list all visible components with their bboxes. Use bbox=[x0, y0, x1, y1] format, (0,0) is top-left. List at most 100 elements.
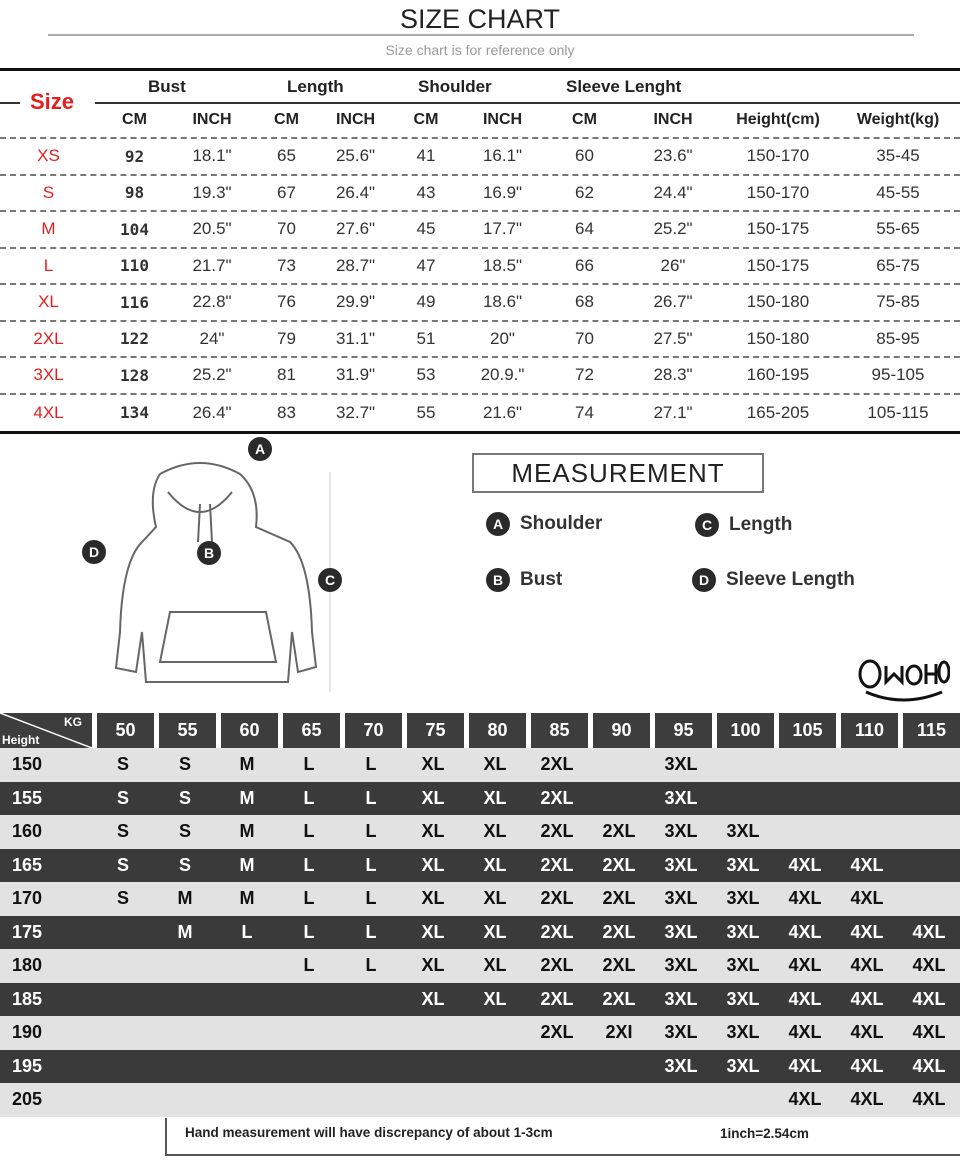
table-cell: 24" bbox=[199, 328, 225, 348]
table-cell: 68 bbox=[575, 292, 594, 312]
table-cell: 21.7" bbox=[192, 255, 232, 275]
table-cell: 83 bbox=[277, 402, 296, 422]
table-cell: 74 bbox=[575, 402, 594, 422]
size-cell: L bbox=[303, 854, 315, 875]
size-cell: 2XL bbox=[540, 854, 574, 875]
table-cell: 76 bbox=[277, 292, 296, 312]
size-cell: M bbox=[239, 821, 255, 842]
column-header: CM bbox=[274, 111, 299, 128]
page-title: SIZE CHART bbox=[399, 4, 561, 34]
weight-header: 65 bbox=[283, 713, 340, 748]
size-label: Size bbox=[30, 89, 75, 114]
height-cell: 180 bbox=[12, 955, 43, 976]
measurement-title: MEASUREMENT bbox=[472, 453, 764, 493]
table-row: 3XL 128 25.2" 81 31.9" 53 20.9." 72 28.3" 160-195… bbox=[0, 358, 960, 395]
table-cell: 21.6" bbox=[482, 402, 523, 422]
table-cell: 72 bbox=[575, 365, 594, 385]
table-cell: 27.1" bbox=[653, 402, 693, 422]
size-cell: 4XL bbox=[912, 921, 946, 942]
size-cell: L bbox=[303, 787, 315, 808]
size-table: Bust Length Shoulder Sleeve Lenght Size … bbox=[0, 68, 960, 434]
size-cell: L bbox=[365, 787, 377, 808]
table-row: S 98 19.3" 67 26.4" 43 16.9" 62 24.4" 150-170 45-5… bbox=[0, 176, 960, 212]
table-cell: 81 bbox=[277, 365, 296, 385]
table-cell: 31.9" bbox=[335, 365, 376, 385]
table-row: L 110 21.7" 73 28.7" 47 18.5" 66 26" 150-175 65-75 bbox=[0, 249, 960, 285]
size-name: S bbox=[42, 182, 55, 202]
marker-a-icon: A bbox=[486, 512, 510, 536]
size-cell: 2XL bbox=[602, 888, 636, 909]
table-cell: 25.6" bbox=[335, 146, 376, 166]
size-cell: 4XL bbox=[850, 988, 884, 1009]
table-cell: 35-45 bbox=[876, 146, 920, 166]
marker-c-icon: C bbox=[318, 568, 342, 592]
table-cell: 31.1" bbox=[335, 328, 376, 348]
size-cell: 4XL bbox=[850, 955, 884, 976]
table-cell: 150-180 bbox=[746, 292, 810, 312]
table-row: 160 S S M L L XL XL 2XL 2XL 3XL 3XL bbox=[0, 815, 960, 849]
divider bbox=[95, 102, 960, 104]
legend-label: Bust bbox=[520, 569, 563, 590]
size-cell: 2XI bbox=[605, 1022, 633, 1043]
size-cell: 3XL bbox=[664, 888, 698, 909]
size-cell: XL bbox=[421, 888, 445, 909]
size-cell: 2XL bbox=[540, 921, 574, 942]
legend-bust: B Bust bbox=[486, 568, 562, 592]
size-cell: 4XL bbox=[850, 1022, 884, 1043]
table-cell: 41 bbox=[416, 146, 436, 166]
brand-logo bbox=[858, 659, 950, 702]
table-cell: 98 bbox=[124, 183, 145, 203]
table-cell: 160-195 bbox=[746, 365, 810, 385]
size-cell: 4XL bbox=[912, 988, 946, 1009]
table-cell: 110 bbox=[120, 256, 149, 276]
size-cell: 2XL bbox=[602, 821, 636, 842]
size-cell: S bbox=[178, 821, 191, 842]
table-cell: 51 bbox=[416, 328, 436, 348]
table-cell: 67 bbox=[277, 182, 296, 202]
size-name: 3XL bbox=[33, 365, 64, 385]
table-cell: 104 bbox=[120, 219, 149, 239]
size-name: 4XL bbox=[33, 402, 64, 422]
table-row: 150 S S M L L XL XL 2XL 3XL bbox=[0, 748, 960, 782]
group-bust: Bust bbox=[148, 77, 186, 96]
size-cell: 3XL bbox=[726, 854, 760, 875]
size-cell: L bbox=[365, 754, 377, 775]
size-cell: 2XL bbox=[540, 988, 574, 1009]
table-cell: 116 bbox=[120, 292, 149, 312]
size-cell: S bbox=[116, 888, 129, 909]
size-cell: 4XL bbox=[788, 1089, 822, 1110]
size-cell: 2XL bbox=[602, 988, 636, 1009]
size-cell: L bbox=[303, 888, 315, 909]
table-cell: 47 bbox=[416, 255, 436, 275]
size-cell: 3XL bbox=[664, 955, 698, 976]
table-row: 165 S S M L L XL XL 2XL 2XL 3XL 3XL 4XL 4XL bbox=[0, 848, 960, 882]
divider bbox=[0, 102, 20, 104]
weight-header: 60 bbox=[221, 713, 278, 748]
column-header: Weight(kg) bbox=[856, 111, 940, 128]
table-cell: 65-75 bbox=[876, 255, 920, 275]
size-cell: 3XL bbox=[726, 1055, 760, 1076]
table-cell: 70 bbox=[575, 328, 594, 348]
size-cell: L bbox=[241, 921, 253, 942]
table-cell: 150-170 bbox=[746, 146, 810, 166]
table-cell: 20.5" bbox=[192, 219, 232, 239]
table-cell: 16.1" bbox=[482, 146, 523, 166]
legend-shoulder: A Shoulder bbox=[486, 512, 602, 536]
table-cell: 45 bbox=[416, 219, 436, 239]
size-cell: 4XL bbox=[788, 1022, 822, 1043]
size-cell: 4XL bbox=[788, 888, 822, 909]
weight-header: 50 bbox=[97, 713, 154, 748]
size-cell: XL bbox=[421, 787, 445, 808]
column-header: CM bbox=[572, 111, 597, 128]
weight-header-row: KG Height 50 55 60 65 70 75 80 85 90 95 100 105 110 1… bbox=[0, 713, 960, 748]
size-cell: 3XL bbox=[664, 787, 698, 808]
height-label: Height bbox=[2, 733, 40, 747]
legend-label: Length bbox=[729, 514, 793, 535]
column-header: INCH bbox=[653, 111, 693, 128]
weight-header: 100 bbox=[717, 713, 774, 748]
size-cell: 2XL bbox=[540, 888, 574, 909]
size-cell: 4XL bbox=[788, 921, 822, 942]
inch-conversion: 1inch=2.54cm bbox=[720, 1126, 809, 1141]
size-name: L bbox=[43, 255, 54, 275]
marker-c-icon: C bbox=[695, 513, 719, 537]
